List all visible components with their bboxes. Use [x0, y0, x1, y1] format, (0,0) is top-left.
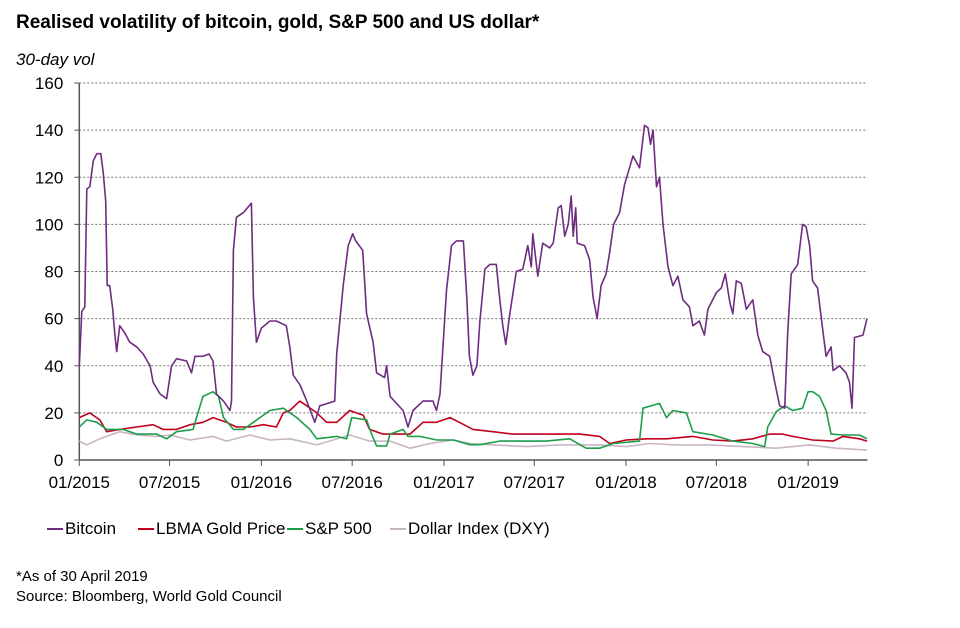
footnote: *As of 30 April 2019: [16, 568, 148, 585]
series-line-lbma-gold-price: [78, 400, 868, 445]
chart-title: Realised volatility of bitcoin, gold, S&…: [16, 12, 540, 33]
x-tick-label: 07/2017: [504, 473, 565, 492]
y-tick-label: 40: [44, 357, 63, 376]
x-tick-label: 01/2018: [595, 473, 656, 492]
y-tick-label: 0: [54, 451, 63, 470]
x-tick-label: 07/2016: [321, 473, 382, 492]
legend-label: Dollar Index (DXY): [408, 519, 550, 538]
legend-swatch: [390, 528, 406, 530]
legend-swatch: [287, 528, 303, 530]
legend-swatch: [47, 528, 63, 530]
legend-label: Bitcoin: [65, 519, 117, 538]
legend-item-sp500: S&P 500: [287, 519, 372, 539]
x-tick-label: 01/2016: [231, 473, 292, 492]
x-tick-label: 01/2019: [777, 473, 838, 492]
x-tick-label: 01/2017: [413, 473, 474, 492]
y-tick-label: 100: [35, 215, 63, 234]
legend-item-gold: LBMA Gold Price: [138, 519, 285, 539]
legend-item-bitcoin: Bitcoin: [47, 519, 116, 539]
legend-item-dxy: Dollar Index (DXY): [390, 519, 550, 539]
series-line-dollar-index-dxy: [78, 430, 868, 451]
legend-swatch: [138, 528, 154, 530]
y-tick-label: 160: [35, 74, 63, 93]
x-tick-label: 07/2018: [686, 473, 747, 492]
y-tick-label: 140: [35, 121, 63, 140]
series-line-bitcoin: [78, 124, 868, 428]
y-tick-label: 80: [44, 263, 63, 282]
y-axis-label: 30-day vol: [16, 50, 95, 69]
y-tick-label: 60: [44, 310, 63, 329]
series-line-s-p-500: [78, 390, 868, 449]
x-tick-label: 01/2015: [49, 473, 110, 492]
x-tick-label: 07/2015: [139, 473, 200, 492]
y-tick-label: 20: [44, 404, 63, 423]
source-note: Source: Bloomberg, World Gold Council: [16, 588, 282, 605]
legend-label: LBMA Gold Price: [156, 519, 286, 538]
y-tick-label: 120: [35, 168, 63, 187]
legend-label: S&P 500: [305, 519, 372, 538]
